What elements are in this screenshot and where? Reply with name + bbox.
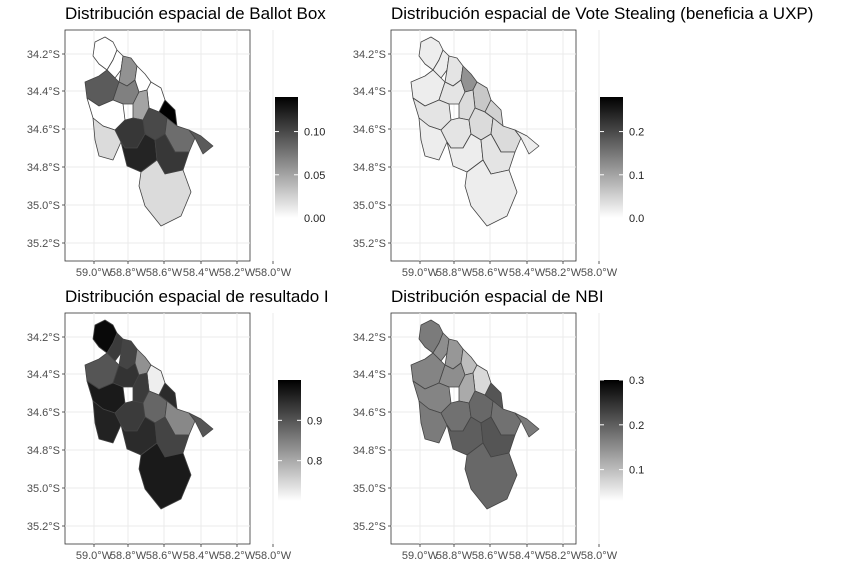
y-tick-label: 34.4°S xyxy=(353,369,386,381)
x-tick-label: 58.8°W xyxy=(110,267,147,279)
x-tick-label: 58.0°W xyxy=(255,550,292,562)
map-region-east-tip xyxy=(188,412,214,438)
y-tick-label: 34.2°S xyxy=(353,332,386,344)
chart-title: Distribución espacial de resultado I xyxy=(65,287,329,306)
map-region-core-dark xyxy=(158,382,178,410)
y-tick-label: 35.2°S xyxy=(353,521,386,533)
x-tick-label: 58.2°W xyxy=(219,550,256,562)
x-tick-label: 58.0°W xyxy=(581,267,618,279)
legend-label: 0.1 xyxy=(629,170,644,182)
map-plot: 34.2°S 34.4°S 34.6°S 34.8°S 35.0°S 35.2°S 59.0… xyxy=(27,312,322,562)
map-regions xyxy=(84,36,214,227)
y-tick-label: 34.8°S xyxy=(27,162,60,174)
x-tick-label: 58.8°W xyxy=(436,550,473,562)
panel-nbi: Distribución espacial de NBI 34.2°S 34.4°… xyxy=(334,287,754,572)
map-region-south-large xyxy=(464,159,518,227)
legend-label: 0.3 xyxy=(629,375,644,387)
y-tick-label: 34.6°S xyxy=(353,407,386,419)
chart-title: Distribución espacial de Vote Stealing (… xyxy=(391,4,814,23)
y-tick-label: 34.8°S xyxy=(353,162,386,174)
map-region-southwest xyxy=(418,117,448,161)
x-tick-label: 58.4°W xyxy=(183,267,220,279)
legend-label: 0.9 xyxy=(307,415,322,427)
y-tick-label: 34.4°S xyxy=(27,369,60,381)
map-region-south-large xyxy=(464,442,518,510)
chart-title: Distribución espacial de NBI xyxy=(391,287,604,306)
legend-colorbar xyxy=(275,97,298,218)
map-region-southwest xyxy=(92,400,122,444)
x-tick-label: 58.6°W xyxy=(472,550,509,562)
map-region-east-tip xyxy=(514,129,540,155)
panel-resultado: Distribución espacial de resultado I 34.… xyxy=(8,287,428,572)
map-region-core-dark xyxy=(484,99,504,127)
x-tick-label: 59.0°W xyxy=(76,550,113,562)
x-tick-label: 58.4°W xyxy=(509,550,546,562)
map-region-core-dark xyxy=(158,99,178,127)
map-region-southwest xyxy=(418,400,448,444)
legend-label: 0.2 xyxy=(629,127,644,139)
legend-label: 0.8 xyxy=(307,456,322,468)
legend-label: 0.0 xyxy=(629,213,644,225)
x-tick-label: 58.0°W xyxy=(255,267,292,279)
map-regions xyxy=(84,319,214,510)
legend-colorbar xyxy=(600,97,623,218)
map-plot: 34.2°S 34.4°S 34.6°S 34.8°S 35.0°S 35.2°S 59.0… xyxy=(353,312,644,562)
map-region-southwest xyxy=(92,117,122,161)
y-tick-label: 34.2°S xyxy=(27,332,60,344)
map-region-east-tip xyxy=(514,412,540,438)
x-tick-label: 58.2°W xyxy=(545,267,582,279)
legend-colorbar xyxy=(600,380,623,501)
map-region-east-tip xyxy=(188,129,214,155)
y-tick-label: 35.2°S xyxy=(27,238,60,250)
x-tick-label: 58.0°W xyxy=(581,550,618,562)
y-tick-label: 35.0°S xyxy=(27,200,60,212)
map-regions xyxy=(410,319,540,510)
panel-ballot-box: Distribución espacial de Ballot Box 34.2… xyxy=(8,4,428,289)
y-tick-label: 34.4°S xyxy=(27,86,60,98)
x-tick-label: 58.4°W xyxy=(509,267,546,279)
x-tick-label: 58.6°W xyxy=(146,267,183,279)
y-tick-label: 34.8°S xyxy=(353,445,386,457)
y-tick-label: 34.6°S xyxy=(27,407,60,419)
y-tick-label: 34.2°S xyxy=(27,49,60,61)
y-tick-label: 34.6°S xyxy=(27,124,60,136)
x-tick-label: 59.0°W xyxy=(76,267,113,279)
x-tick-label: 59.0°W xyxy=(402,267,439,279)
y-tick-label: 35.0°S xyxy=(353,483,386,495)
y-tick-label: 35.0°S xyxy=(27,483,60,495)
map-region-south-large xyxy=(138,442,192,510)
legend-label: 0.1 xyxy=(629,465,644,477)
y-tick-label: 34.8°S xyxy=(27,445,60,457)
y-tick-label: 34.2°S xyxy=(353,49,386,61)
chart-title: Distribución espacial de Ballot Box xyxy=(65,4,326,23)
legend-label: 0.2 xyxy=(629,420,644,432)
x-tick-label: 58.8°W xyxy=(110,550,147,562)
panel-vote-stealing: Distribución espacial de Vote Stealing (… xyxy=(334,4,814,289)
legend-label: 0.10 xyxy=(304,127,325,139)
y-tick-label: 35.2°S xyxy=(353,238,386,250)
map-region-core-dark xyxy=(484,382,504,410)
map-plot: 34.2°S 34.4°S 34.6°S 34.8°S 35.0°S 35.2°S 59.0… xyxy=(27,29,325,279)
legend-label: 0.05 xyxy=(304,170,325,182)
x-tick-label: 58.2°W xyxy=(545,550,582,562)
x-tick-label: 58.8°W xyxy=(436,267,473,279)
x-tick-label: 59.0°W xyxy=(402,550,439,562)
x-tick-label: 58.6°W xyxy=(146,550,183,562)
map-region-south-large xyxy=(138,159,192,227)
y-tick-label: 35.0°S xyxy=(353,200,386,212)
y-tick-label: 34.4°S xyxy=(353,86,386,98)
x-tick-label: 58.6°W xyxy=(472,267,509,279)
y-tick-label: 34.6°S xyxy=(353,124,386,136)
x-tick-label: 58.4°W xyxy=(183,550,220,562)
legend-label: 0.00 xyxy=(304,213,325,225)
legend-colorbar xyxy=(278,380,301,501)
x-tick-label: 58.2°W xyxy=(219,267,256,279)
y-tick-label: 35.2°S xyxy=(27,521,60,533)
map-plot: 34.2°S 34.4°S 34.6°S 34.8°S 35.0°S 35.2°S 59.0… xyxy=(353,29,644,279)
map-regions xyxy=(410,36,540,227)
